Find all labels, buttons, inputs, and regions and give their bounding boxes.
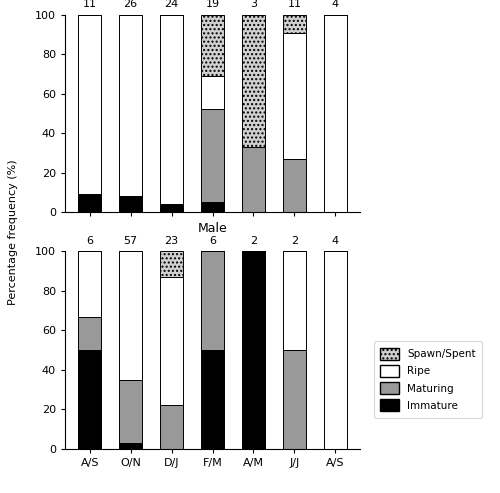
Bar	[283, 33, 306, 159]
Text: 23: 23	[164, 236, 178, 246]
Text: 2: 2	[291, 236, 298, 246]
Bar	[120, 15, 142, 196]
Text: 24: 24	[164, 0, 178, 9]
Text: 57: 57	[124, 236, 138, 246]
Bar	[120, 443, 142, 449]
Bar	[324, 251, 346, 449]
Text: 6: 6	[86, 236, 93, 246]
Bar	[78, 15, 101, 194]
Bar	[201, 202, 224, 212]
Text: 26: 26	[124, 0, 138, 9]
Bar	[78, 350, 101, 449]
Bar	[283, 350, 306, 449]
Bar	[283, 159, 306, 212]
Text: 11: 11	[82, 0, 96, 9]
Bar	[120, 380, 142, 443]
Bar	[160, 251, 183, 277]
Bar	[160, 405, 183, 449]
Bar	[283, 251, 306, 350]
Title: Male: Male	[198, 222, 228, 235]
Bar	[324, 15, 346, 212]
Bar	[120, 196, 142, 212]
Bar	[201, 350, 224, 449]
Text: 2: 2	[250, 236, 257, 246]
Bar	[242, 15, 264, 147]
Bar	[78, 194, 101, 212]
Text: 11: 11	[288, 0, 302, 9]
Bar	[201, 251, 224, 350]
Bar	[160, 204, 183, 212]
Text: Percentage frequency (%): Percentage frequency (%)	[8, 159, 18, 305]
Bar	[78, 317, 101, 350]
Bar	[120, 251, 142, 380]
Text: 19: 19	[206, 0, 220, 9]
Bar	[201, 76, 224, 109]
Bar	[242, 251, 264, 449]
Bar	[201, 15, 224, 76]
Bar	[201, 109, 224, 202]
Bar	[160, 15, 183, 204]
Text: 3: 3	[250, 0, 257, 9]
Bar	[242, 147, 264, 212]
Legend: Spawn/Spent, Ripe, Maturing, Immature: Spawn/Spent, Ripe, Maturing, Immature	[374, 342, 482, 418]
Bar	[283, 15, 306, 33]
Bar	[78, 251, 101, 317]
Text: 4: 4	[332, 236, 339, 246]
Bar	[160, 277, 183, 405]
Text: 4: 4	[332, 0, 339, 9]
Text: 6: 6	[209, 236, 216, 246]
